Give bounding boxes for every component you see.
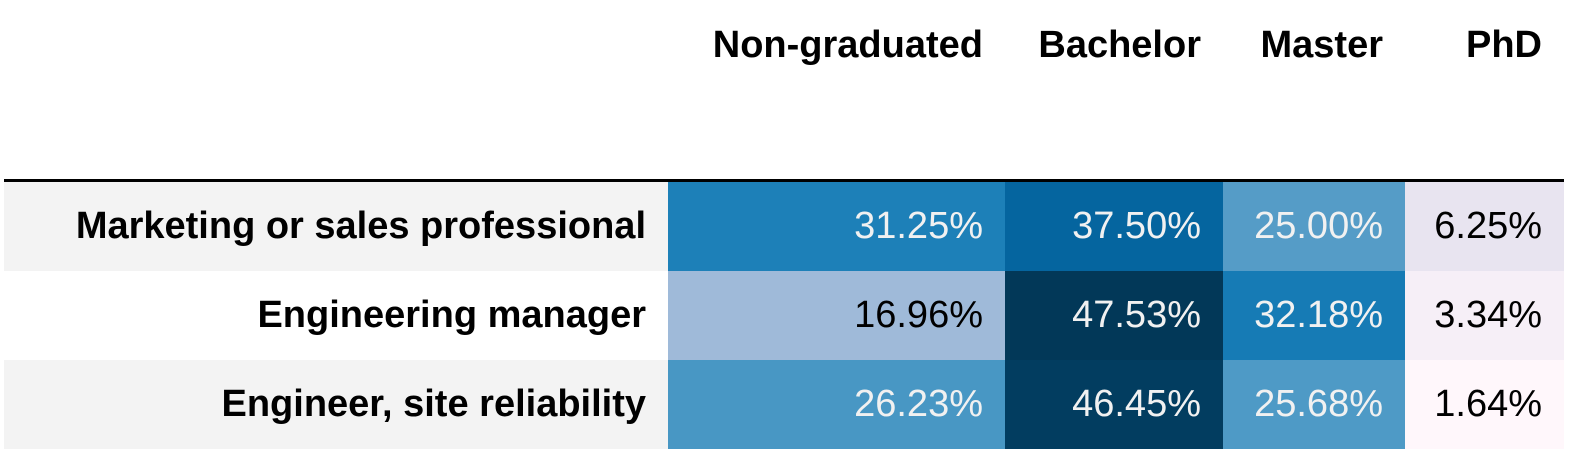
column-header: Master xyxy=(1260,24,1384,66)
column-header: Non-graduated xyxy=(712,24,983,66)
table-row: Engineering manager 16.96% 47.53% 32.18%… xyxy=(4,270,1564,360)
heatmap-cell: 25.00% xyxy=(1223,180,1405,271)
heatmap-table: Non-graduated Bachelor Master PhD Market… xyxy=(4,4,1564,449)
row-label: Engineering manager xyxy=(4,270,668,360)
heatmap-cell: 1.64% xyxy=(1405,359,1564,449)
heatmap-cell: 37.50% xyxy=(1005,180,1223,271)
table-row: Engineer, site reliability 26.23% 46.45%… xyxy=(4,359,1564,449)
corner-cell xyxy=(4,4,668,180)
heatmap-cell: 16.96% xyxy=(668,270,1005,360)
column-header: PhD xyxy=(1466,24,1542,66)
row-label: Engineer, site reliability xyxy=(4,359,668,449)
header-row: Non-graduated Bachelor Master PhD xyxy=(4,4,1564,180)
heatmap-cell: 25.68% xyxy=(1223,359,1405,449)
heatmap-cell: 32.18% xyxy=(1223,270,1405,360)
heatmap-cell: 31.25% xyxy=(668,180,1005,271)
column-header: Bachelor xyxy=(1038,24,1201,66)
heatmap-cell: 26.23% xyxy=(668,359,1005,449)
heatmap-cell: 3.34% xyxy=(1405,270,1564,360)
table-row: Marketing or sales professional 31.25% 3… xyxy=(4,180,1564,271)
heatmap-cell: 46.45% xyxy=(1005,359,1223,449)
row-label: Marketing or sales professional xyxy=(4,180,668,271)
heatmap-cell: 47.53% xyxy=(1005,270,1223,360)
heatmap-cell: 6.25% xyxy=(1405,180,1564,271)
